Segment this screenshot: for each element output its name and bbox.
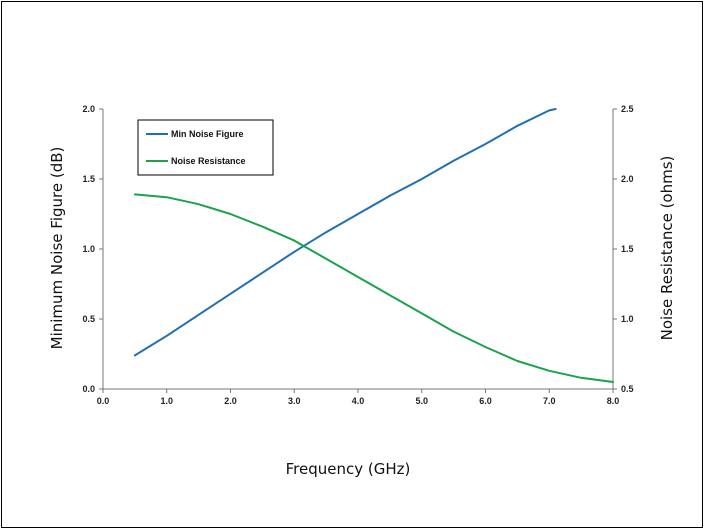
y-left-tick-label: 1.0 — [82, 244, 95, 254]
x-tick-label: 5.0 — [415, 396, 428, 406]
y-right-tick-label: 1.0 — [621, 314, 634, 324]
min-noise-figure-line — [133, 108, 557, 357]
x-tick-label: 3.0 — [288, 396, 301, 406]
x-tick-label: 1.0 — [160, 396, 173, 406]
y-right-tick-label: 2.5 — [621, 104, 634, 114]
x-axis-title: Frequency (GHz) — [286, 460, 411, 478]
legend-label-min-noise-figure: Min Noise Figure — [171, 129, 244, 139]
y-right-axis-title: Noise Resistance (ohms) — [658, 156, 676, 341]
y-left-tick-label: 2.0 — [82, 104, 95, 114]
y-right-tick-label: 0.5 — [621, 384, 634, 394]
y-left-tick-label: 1.5 — [82, 174, 95, 184]
x-tick-label: 6.0 — [479, 396, 492, 406]
x-tick-label: 8.0 — [607, 396, 620, 406]
x-tick-label: 0.0 — [97, 396, 110, 406]
y-right-tick-label: 2.0 — [621, 174, 634, 184]
x-tick-label: 7.0 — [543, 396, 556, 406]
y-left-axis-title: Minimum Noise Figure (dB) — [48, 147, 66, 350]
noise-resistance-line — [133, 193, 614, 383]
x-tick-label: 4.0 — [352, 396, 365, 406]
x-tick-label: 2.0 — [224, 396, 237, 406]
y-right-tick-label: 1.5 — [621, 244, 634, 254]
legend — [137, 119, 274, 176]
y-left-tick-label: 0.0 — [82, 384, 95, 394]
legend-label-noise-resistance: Noise Resistance — [171, 156, 246, 166]
y-left-tick-label: 0.5 — [82, 314, 95, 324]
